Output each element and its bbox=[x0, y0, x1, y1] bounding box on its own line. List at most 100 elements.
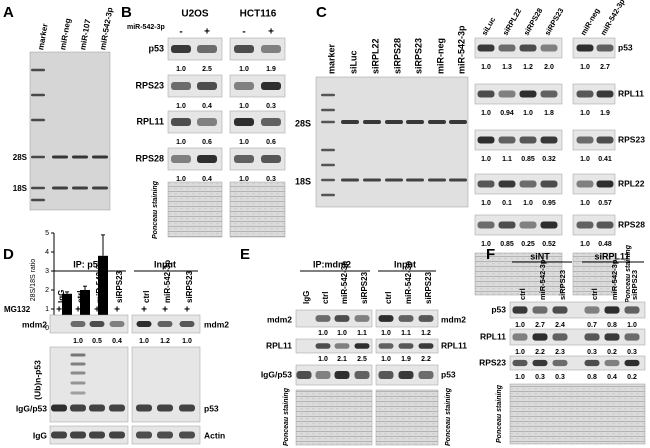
quant: 0.3 bbox=[266, 176, 276, 183]
quant: 1.9 bbox=[266, 66, 276, 73]
band bbox=[321, 108, 335, 112]
band bbox=[532, 306, 548, 314]
band bbox=[179, 431, 195, 439]
band bbox=[89, 431, 105, 439]
band bbox=[70, 362, 86, 366]
band bbox=[315, 343, 331, 349]
band bbox=[354, 315, 370, 322]
group-label: siNT bbox=[530, 251, 550, 261]
band bbox=[179, 321, 195, 327]
quant: 0.48 bbox=[598, 241, 612, 248]
blot-strip bbox=[229, 74, 286, 98]
sign: + bbox=[162, 305, 168, 316]
lane-label: ctrl bbox=[518, 288, 527, 300]
ponceau-strip bbox=[295, 389, 373, 446]
ponceau-strip bbox=[229, 181, 286, 238]
band bbox=[321, 178, 335, 182]
band bbox=[89, 321, 105, 327]
protein-label: mdm2 bbox=[22, 319, 47, 329]
protein-label: p53 bbox=[148, 43, 164, 53]
blot-strip bbox=[509, 301, 646, 319]
band bbox=[70, 321, 86, 327]
band bbox=[136, 404, 152, 412]
blot-strip bbox=[229, 110, 286, 134]
lane-label: siRPS23 bbox=[185, 270, 194, 303]
quant: 0.4 bbox=[202, 103, 212, 110]
lane-label: siRPS23 bbox=[630, 270, 639, 300]
quant: 0.25 bbox=[521, 241, 535, 248]
protein-label: p53 bbox=[618, 42, 633, 52]
quant: 1.8 bbox=[544, 110, 554, 117]
treatment-label: miR-542-3p bbox=[127, 24, 165, 31]
band bbox=[584, 359, 600, 367]
band bbox=[70, 381, 86, 385]
protein-label: RPL11 bbox=[480, 331, 506, 341]
quant: 0.1 bbox=[502, 200, 512, 207]
quant: 2.7 bbox=[535, 322, 545, 329]
band bbox=[70, 371, 86, 375]
quant: 2.0 bbox=[544, 64, 554, 71]
band bbox=[31, 155, 45, 159]
quant: 1.0 bbox=[239, 103, 249, 110]
blot-strip bbox=[572, 173, 616, 195]
band bbox=[540, 221, 558, 229]
band bbox=[498, 136, 516, 144]
protein-label: (Ub)n-p53 bbox=[32, 360, 42, 400]
band bbox=[477, 90, 495, 98]
band bbox=[341, 178, 359, 182]
band bbox=[70, 404, 86, 412]
band bbox=[552, 333, 568, 341]
lane-label: siRPS23 bbox=[360, 271, 369, 304]
band bbox=[624, 306, 640, 314]
sign: + bbox=[184, 305, 190, 316]
band bbox=[540, 180, 558, 188]
band bbox=[398, 343, 414, 349]
quant: 0.85 bbox=[500, 241, 514, 248]
band bbox=[109, 404, 125, 412]
quant: 0.8 bbox=[587, 374, 597, 381]
lane-label: siRPS28 bbox=[392, 38, 402, 74]
blot-strip bbox=[49, 314, 129, 334]
band bbox=[398, 371, 414, 379]
quant: 1.0 bbox=[481, 64, 491, 71]
quant: 0.2 bbox=[607, 349, 617, 356]
lane-label: siRPS23 bbox=[115, 270, 124, 303]
cell-line: U2OS bbox=[181, 9, 209, 20]
quant: 0.95 bbox=[542, 200, 556, 207]
band bbox=[234, 155, 254, 163]
band bbox=[197, 82, 217, 90]
blot-strip bbox=[474, 83, 563, 105]
ponceau-strip bbox=[572, 252, 616, 296]
band bbox=[31, 198, 45, 202]
panel-letter: D bbox=[3, 246, 14, 263]
band bbox=[70, 391, 86, 395]
band bbox=[234, 82, 254, 90]
panel-letter: F bbox=[486, 246, 495, 263]
lane-label: marker bbox=[36, 23, 49, 51]
quant: 1.0 bbox=[381, 356, 391, 363]
band bbox=[334, 343, 350, 349]
lane-label: ctrl bbox=[590, 288, 599, 300]
sign: + bbox=[268, 27, 274, 38]
band bbox=[31, 186, 45, 190]
lane-label: siRPS23 bbox=[424, 271, 433, 304]
band bbox=[92, 155, 108, 159]
bar bbox=[98, 255, 108, 328]
gel-label: 18S bbox=[13, 184, 28, 193]
quant: 1.1 bbox=[502, 156, 512, 163]
protein-label: mdm2 bbox=[204, 319, 229, 329]
protein-label: RPS23 bbox=[618, 134, 645, 144]
gel-label: 28S bbox=[13, 153, 28, 162]
quant: 1.0 bbox=[523, 200, 533, 207]
band bbox=[321, 193, 335, 197]
lane-label: miR-542-3p bbox=[98, 7, 114, 51]
band bbox=[171, 82, 191, 90]
quant: 1.0 bbox=[515, 374, 525, 381]
quant: 0.2 bbox=[627, 374, 637, 381]
quant: 1.0 bbox=[580, 241, 590, 248]
band bbox=[315, 371, 331, 379]
protein-label: mdm2 bbox=[267, 314, 292, 324]
loading-label: Ponceau staining bbox=[283, 387, 290, 446]
band bbox=[428, 120, 446, 124]
blot-strip bbox=[572, 214, 616, 236]
